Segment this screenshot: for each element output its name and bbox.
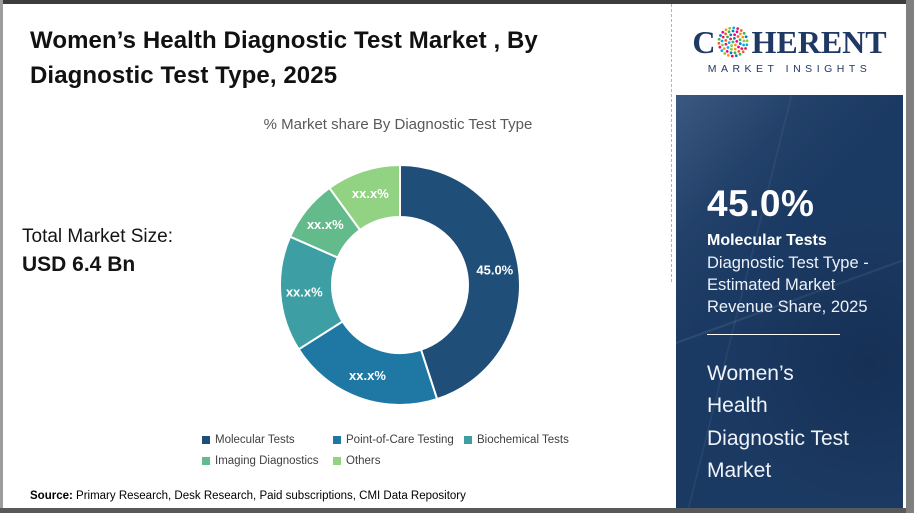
legend-item: Others: [333, 455, 464, 467]
legend-label: Biochemical Tests: [477, 434, 569, 446]
frame-border-right: [906, 0, 914, 513]
donut-chart: 45.0% xx.x% xx.x% xx.x% xx.x%: [279, 163, 521, 406]
brand-logo-subtext: MARKET INSIGHTS: [707, 62, 872, 75]
donut-segment: [328, 163, 401, 232]
source-label: Source:: [30, 490, 73, 502]
frame-border-top: [0, 0, 914, 4]
brand-logo-wordmark: C HERENT: [692, 25, 886, 59]
logo-letters-herent: HERENT: [751, 23, 887, 60]
donut-segment-label: xx.x%: [349, 368, 386, 383]
legend-label: Imaging Diagnostics: [215, 455, 319, 467]
headline-description: Diagnostic Test Type - Estimated Market …: [707, 254, 869, 316]
frame-border-left: [0, 0, 3, 513]
legend-item: Imaging Diagnostics: [202, 455, 333, 467]
chart-subtitle: % Market share By Diagnostic Test Type: [263, 116, 533, 133]
sidebar-divider: [707, 333, 840, 335]
market-size-value: USD 6.4 Bn: [22, 253, 136, 276]
layout-guide-line: [671, 4, 672, 282]
legend-label: Others: [346, 455, 381, 467]
legend-swatch: [333, 436, 341, 444]
legend-item: Biochemical Tests: [464, 434, 622, 446]
legend-swatch: [464, 436, 472, 444]
brand-logo: C HERENT MARKET INSIGHTS: [673, 4, 906, 95]
legend-item: Point-of-Care Testing: [333, 434, 464, 446]
legend-swatch: [333, 457, 341, 465]
legend-item: Molecular Tests: [202, 434, 333, 446]
legend-label: Point-of-Care Testing: [346, 434, 454, 446]
donut-segment-label: xx.x%: [352, 186, 389, 201]
headline-segment-name: Molecular Tests: [707, 232, 827, 249]
donut-segment-label: xx.x%: [307, 217, 344, 232]
highlight-sidebar: 45.0% Molecular Tests Diagnostic Test Ty…: [676, 95, 903, 508]
chart-legend: Molecular Tests Point-of-Care Testing Bioc…: [202, 434, 622, 467]
logo-letter-c: C: [692, 23, 716, 60]
main-panel: Women’s Health Diagnostic Test Market , …: [3, 4, 672, 508]
frame-border-bottom: [0, 508, 914, 513]
page-title: Women’s Health Diagnostic Test Market , …: [30, 27, 538, 89]
donut-segment-label: 45.0%: [476, 262, 513, 277]
total-market-size: Total Market Size: USD 6.4 Bn: [22, 226, 173, 277]
legend-label: Molecular Tests: [215, 434, 295, 446]
donut-segment-label: xx.x%: [286, 285, 323, 300]
source-note: Source: Primary Research, Desk Research,…: [30, 490, 466, 502]
source-text: Primary Research, Desk Research, Paid su…: [72, 490, 466, 502]
sidebar-market-name: Women’s Health Diagnostic Test Market: [707, 361, 850, 483]
globe-dots-icon: [718, 25, 749, 58]
donut-segment: [399, 163, 521, 401]
market-size-label: Total Market Size:: [22, 226, 173, 247]
legend-swatch: [202, 436, 210, 444]
headline-share-value: 45.0%: [707, 183, 815, 224]
legend-swatch: [202, 457, 210, 465]
